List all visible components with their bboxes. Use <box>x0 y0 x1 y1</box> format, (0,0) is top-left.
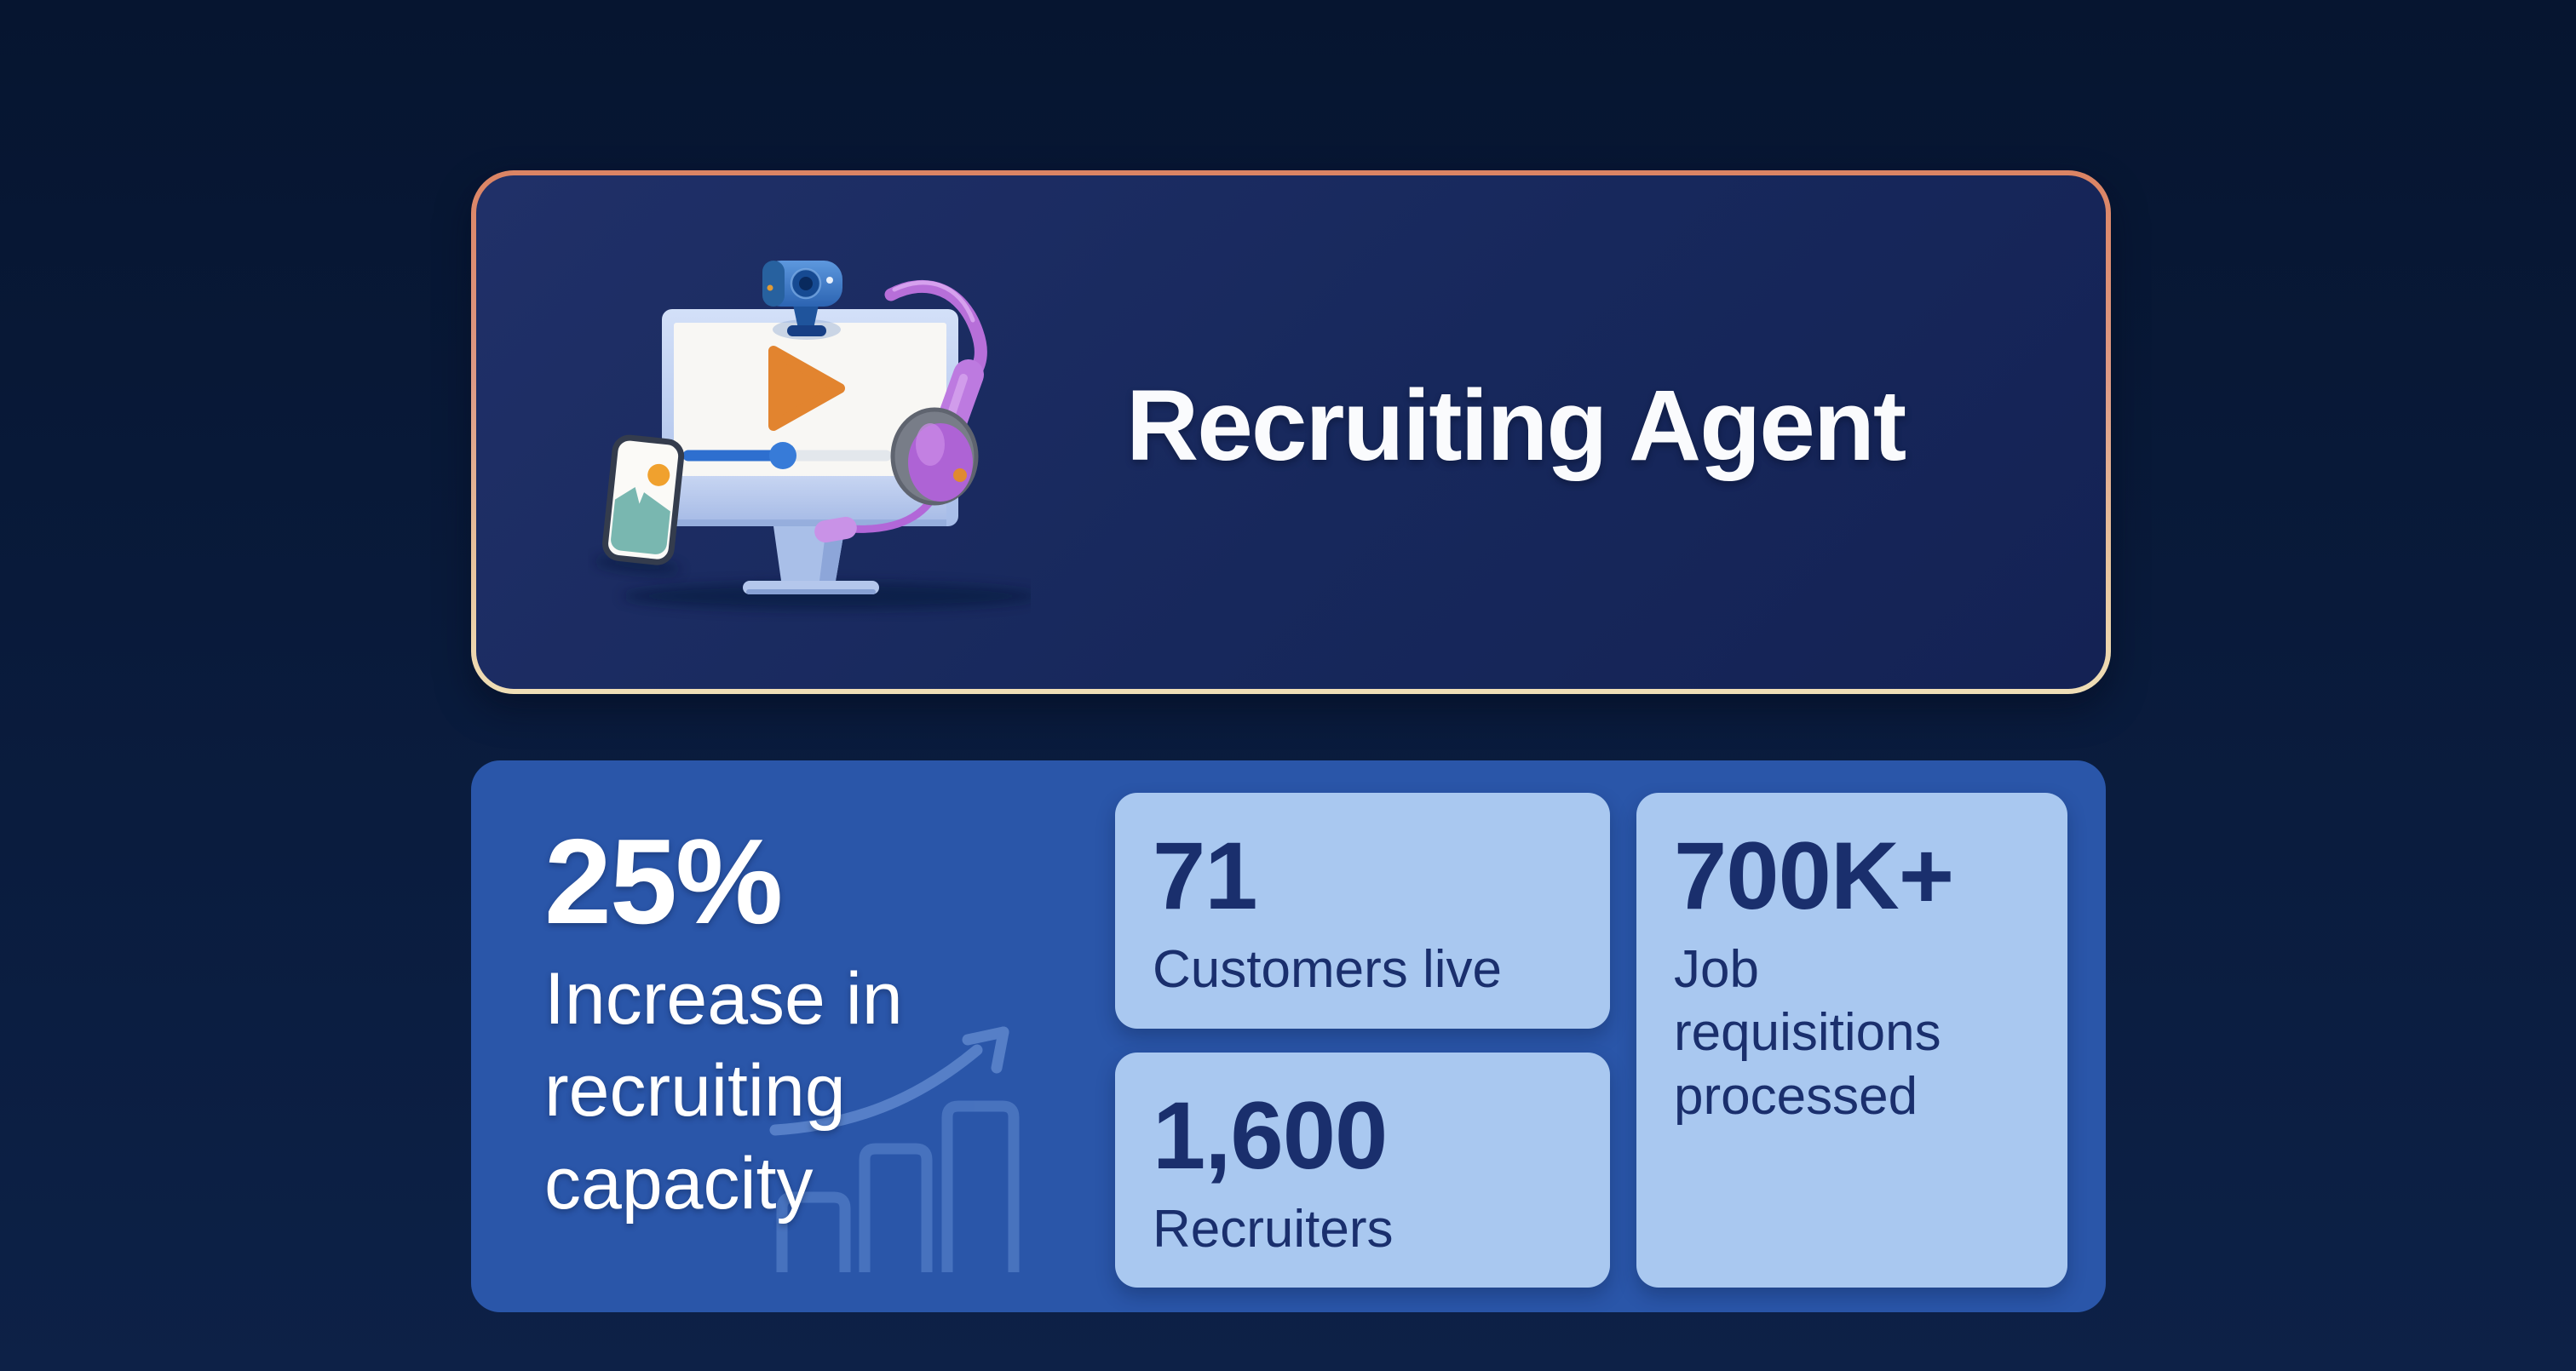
stats-panel: 25% Increase in recruiting capacity 71 C… <box>471 760 2106 1312</box>
stat-label: Customers live <box>1153 939 1502 999</box>
progress-bar <box>682 442 892 469</box>
highlight-stat-value: 25% <box>544 814 783 949</box>
stat-label: Recruiters <box>1153 1199 1394 1259</box>
monitor-icon <box>662 309 958 594</box>
growth-arrow-icon <box>769 1026 1009 1136</box>
stat-card-customers: 71 Customers live <box>1115 793 1610 1029</box>
growth-bar-chart-icon <box>769 1026 1020 1272</box>
stat-card-recruiters: 1,600 Recruiters <box>1115 1053 1610 1288</box>
stat-value: 1,600 <box>1153 1082 1388 1189</box>
webcam-icon <box>762 261 842 340</box>
highlight-stat-label: Increase in recruiting capacity <box>544 958 903 1225</box>
photo-sun <box>647 463 670 486</box>
page-title: Recruiting Agent <box>1126 370 1906 482</box>
phone-icon <box>593 434 685 575</box>
play-button-icon <box>768 346 845 431</box>
hero-card: Recruiting Agent <box>471 170 2111 694</box>
video-setup-illustration <box>593 261 1031 610</box>
stat-value: 71 <box>1153 823 1258 929</box>
monitor-shadow <box>622 582 1031 610</box>
stat-value: 700K+ <box>1674 823 1954 929</box>
headset-icon <box>814 279 987 543</box>
scrubber-handle <box>769 442 796 469</box>
stat-card-job-requisitions: 700K+ Job requisitions processed <box>1636 793 2067 1288</box>
mic-capsule <box>814 516 857 543</box>
highlight-stat: 25% Increase in recruiting capacity <box>544 822 953 1230</box>
hero-card-inner: Recruiting Agent <box>476 175 2106 689</box>
stat-label: Job requisitions processed <box>1674 939 1941 1126</box>
